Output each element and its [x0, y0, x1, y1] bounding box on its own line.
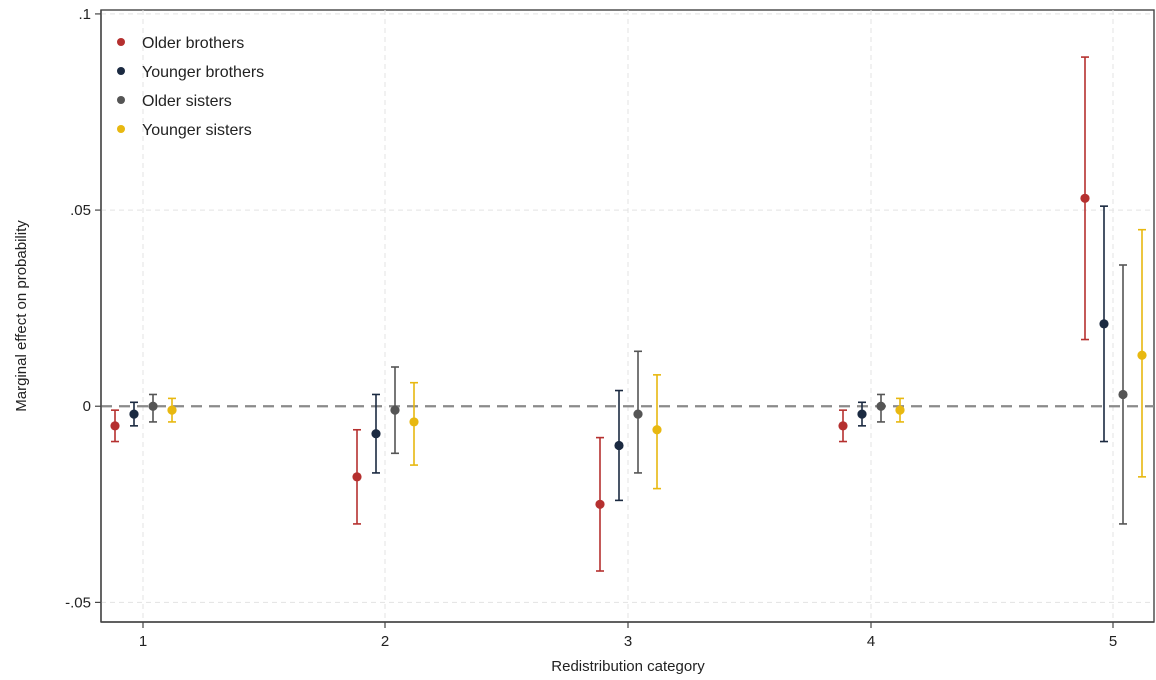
data-point: [614, 440, 624, 451]
x-tick-label: 3: [624, 633, 632, 650]
grid: [101, 10, 1154, 622]
data-point: [1080, 193, 1090, 203]
series-younger-sisters: [167, 228, 1147, 490]
legend-label: Younger sisters: [142, 122, 252, 139]
data-point: [409, 417, 419, 427]
data-point: [838, 421, 848, 431]
data-point: [857, 409, 867, 419]
series-younger-brothers: [129, 205, 1109, 502]
data-point: [633, 409, 643, 419]
x-tick-label: 4: [867, 633, 875, 650]
x-tick-label: 2: [381, 633, 389, 650]
legend-label: Older sisters: [142, 93, 232, 110]
y-tick-label: -.05: [65, 594, 91, 611]
data-marks: [110, 56, 1147, 572]
data-point: [1118, 389, 1128, 400]
data-point: [895, 405, 905, 415]
legend-marker: [117, 96, 125, 104]
x-axis-title: Redistribution category: [551, 658, 705, 675]
data-point: [652, 425, 662, 435]
legend: Older brothers Younger brothers Older sist…: [117, 35, 264, 139]
data-point: [110, 421, 120, 431]
x-tick-label: 5: [1109, 633, 1117, 650]
legend-label: Younger brothers: [142, 64, 264, 81]
series-older-brothers: [110, 56, 1090, 572]
data-point: [371, 429, 381, 439]
legend-marker: [117, 38, 125, 46]
data-point: [876, 401, 886, 411]
data-point: [129, 409, 139, 419]
legend-marker: [117, 125, 125, 133]
y-tick-label: .05: [70, 202, 91, 219]
legend-marker: [117, 67, 125, 75]
data-point: [1137, 350, 1147, 360]
data-point: [390, 405, 400, 415]
axes: .1 .05 0 -.05 1 2 3 4 5: [65, 6, 1154, 650]
y-tick-label: .1: [78, 6, 91, 23]
x-tick-label: 1: [139, 633, 147, 650]
data-point: [167, 405, 177, 415]
data-point: [352, 472, 362, 482]
data-point: [1099, 319, 1109, 329]
y-axis-title: Marginal effect on probability: [13, 220, 30, 412]
y-tick-label: 0: [83, 398, 91, 415]
data-point: [148, 401, 158, 411]
series-older-sisters: [148, 264, 1128, 525]
legend-label: Older brothers: [142, 35, 244, 52]
data-point: [595, 499, 605, 509]
